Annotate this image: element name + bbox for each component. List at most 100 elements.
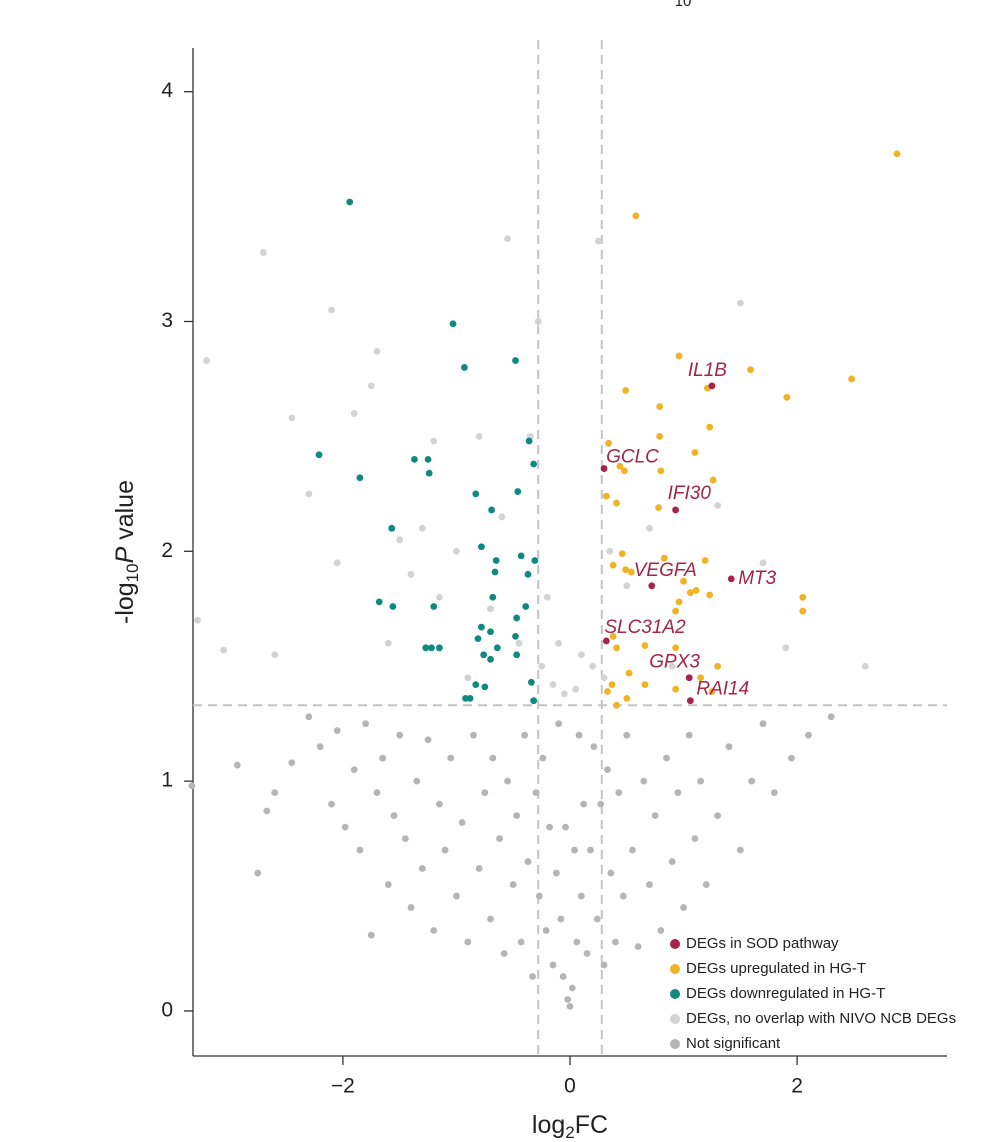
point: [600, 674, 608, 682]
point: [562, 823, 569, 831]
point: [589, 662, 597, 670]
point: [680, 904, 687, 911]
point: [379, 754, 387, 762]
point: [622, 387, 630, 394]
point: [657, 927, 665, 934]
legend-marker: [670, 1014, 680, 1024]
point: [552, 869, 560, 877]
point: [328, 800, 335, 808]
point: [407, 570, 415, 578]
point: [424, 455, 432, 463]
point: [487, 605, 494, 613]
point: [411, 455, 418, 463]
point: [504, 777, 511, 785]
point: [436, 800, 443, 808]
gene-label: IFI30: [668, 483, 712, 504]
point: [512, 357, 519, 364]
point: [475, 432, 483, 440]
point: [521, 731, 528, 739]
point: [646, 524, 653, 532]
point: [618, 550, 626, 558]
point: [525, 437, 533, 445]
point: [513, 651, 521, 659]
legend-marker: [670, 964, 680, 974]
point: [600, 961, 608, 969]
point: [333, 727, 341, 734]
point: [464, 674, 472, 682]
point: [517, 552, 525, 560]
point: [604, 766, 611, 774]
point: [736, 299, 744, 307]
x-tick-label: 2: [791, 1075, 803, 1098]
x-tick-label: 0: [564, 1075, 576, 1098]
point: [546, 823, 553, 831]
point: [568, 984, 576, 992]
point: [648, 582, 656, 590]
point: [663, 754, 670, 762]
point: [640, 777, 648, 785]
legend-label: DEGs downregulated in HG-T: [686, 985, 885, 1002]
point: [475, 865, 483, 872]
y-tick-label: 4: [161, 79, 173, 102]
point: [668, 662, 676, 670]
point: [441, 846, 449, 854]
point: [254, 869, 262, 877]
point: [799, 593, 807, 601]
point: [430, 437, 438, 445]
point: [782, 644, 790, 652]
point: [691, 835, 699, 842]
point: [453, 892, 460, 900]
point: [580, 800, 588, 808]
point: [747, 366, 754, 374]
point: [709, 476, 717, 484]
point: [373, 789, 381, 797]
point: [188, 782, 196, 790]
point: [675, 598, 683, 606]
point: [861, 662, 869, 670]
point: [575, 731, 583, 739]
point: [691, 449, 699, 456]
point: [675, 352, 683, 360]
point: [549, 681, 557, 689]
point: [447, 754, 455, 762]
legend-marker: [670, 989, 680, 999]
y-tick-label: 0: [161, 999, 173, 1022]
point: [478, 543, 485, 551]
point: [422, 644, 430, 652]
point: [517, 938, 525, 946]
top-fragment: 10: [675, 0, 692, 10]
point: [706, 591, 714, 599]
gene-label: RAI14: [696, 679, 749, 700]
point: [474, 635, 482, 643]
point: [613, 701, 620, 709]
point: [513, 812, 521, 820]
point: [346, 198, 354, 206]
point: [430, 603, 438, 610]
gene-label: VEGFA: [634, 560, 697, 581]
point: [587, 846, 594, 854]
point: [593, 915, 601, 923]
point: [350, 766, 358, 774]
point: [522, 603, 530, 610]
point: [680, 577, 687, 585]
point: [692, 586, 700, 594]
point: [389, 603, 397, 610]
point: [514, 488, 522, 495]
point: [672, 607, 680, 615]
point: [373, 347, 381, 355]
point: [384, 639, 392, 647]
legend-marker: [670, 939, 680, 949]
point: [560, 690, 568, 698]
point: [460, 364, 468, 371]
point: [401, 835, 409, 842]
point: [685, 674, 693, 682]
point: [305, 490, 313, 498]
point: [848, 375, 856, 383]
point: [583, 950, 591, 957]
point: [220, 646, 228, 654]
point: [496, 835, 503, 842]
point: [356, 846, 364, 854]
point: [714, 501, 722, 509]
gene-label: GCLC: [606, 447, 659, 468]
point: [472, 490, 480, 498]
